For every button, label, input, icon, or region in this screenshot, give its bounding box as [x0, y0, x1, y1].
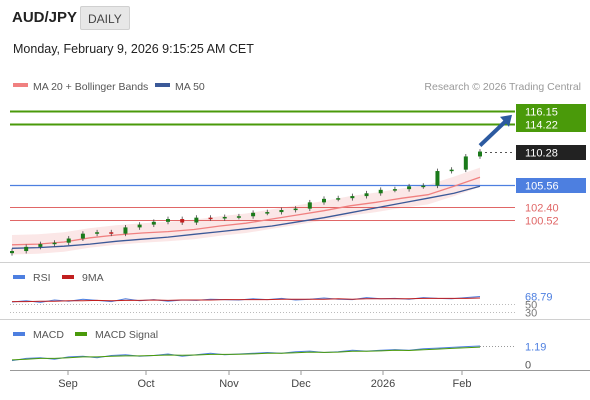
rsi-legend-label: RSI — [33, 272, 51, 284]
candle-body — [322, 198, 326, 203]
level-badge-0 — [516, 104, 586, 119]
candle-body — [180, 219, 185, 223]
candle-body — [38, 244, 43, 247]
candle-body — [52, 242, 57, 245]
candle-body — [66, 238, 71, 243]
candle-body — [364, 193, 369, 197]
x-axis: Sep Oct Nov Dec 2026 Feb — [58, 370, 471, 390]
rsi-level-label: 68.79 — [525, 292, 553, 304]
candle-body — [463, 156, 468, 170]
candle-body — [236, 216, 241, 218]
candle-body — [251, 212, 256, 217]
level-label-5: 100.52 — [525, 216, 559, 228]
x-tick-label: Dec — [291, 378, 311, 390]
macd-signal-legend-label: MACD Signal — [95, 329, 158, 341]
rsi-9ma-line — [12, 297, 481, 303]
rsi-9ma-legend-swatch — [62, 275, 74, 279]
x-tick-label: 2026 — [371, 378, 395, 390]
candle-body — [407, 186, 412, 190]
candle-body — [95, 232, 100, 234]
candle-body — [137, 224, 142, 228]
rsi-level-label: 50 — [525, 300, 537, 312]
symbol-title: AUD/JPY — [12, 9, 78, 26]
candle-body — [449, 169, 454, 172]
ma50-legend-label: MA 50 — [175, 81, 205, 93]
macd-legend-swatch — [13, 332, 25, 336]
candle-body — [166, 219, 170, 222]
level-label-2: 110.28 — [525, 148, 558, 160]
candle-body — [208, 217, 213, 220]
ma50-legend-swatch — [155, 83, 170, 87]
candle-body — [80, 233, 85, 239]
macd-line — [11, 345, 481, 362]
candle-body — [279, 210, 284, 213]
rsi-legend-swatch — [13, 275, 25, 279]
candle-body — [109, 232, 114, 234]
forecast-arrow — [478, 119, 508, 148]
candle-body — [24, 246, 29, 252]
macd-pane: 1.19 0 — [11, 342, 546, 372]
chart-header: AUD/JPY DAILY — [0, 0, 590, 34]
rsi-level-label: 30 — [525, 308, 537, 320]
macd-signal-line — [11, 346, 481, 361]
level-label-1: 114.22 — [525, 120, 558, 132]
timeframe-button[interactable]: DAILY — [80, 6, 130, 30]
level-badge-1 — [516, 117, 586, 132]
forecast-arrowhead — [500, 114, 512, 127]
macd-signal-legend-swatch — [75, 332, 87, 336]
level-label-4: 102.40 — [525, 203, 559, 215]
macd-legend-label: MACD — [33, 329, 64, 341]
level-badge-2 — [516, 145, 586, 160]
bollinger-band — [12, 167, 480, 255]
level-label-3: 105.56 — [525, 181, 559, 193]
x-tick-label: Sep — [58, 378, 78, 390]
candle-body — [265, 212, 270, 214]
rsi-9ma-legend-label: 9MA — [82, 272, 104, 284]
candle-body — [421, 185, 426, 188]
candle-body — [123, 227, 128, 234]
x-tick-label: Nov — [219, 378, 239, 390]
timestamp: Monday, February 9, 2026 9:15:25 AM CET — [13, 42, 254, 56]
ma20-legend-label: MA 20 + Bollinger Bands — [33, 81, 148, 93]
macd-level-label: 1.19 — [525, 342, 546, 354]
ma50-line — [11, 185, 481, 249]
candle-body — [151, 221, 156, 225]
ma20-line — [11, 176, 481, 246]
candle-body — [293, 208, 298, 211]
level-badge-3 — [516, 178, 586, 193]
candle-body — [222, 216, 227, 219]
candle-body — [350, 196, 355, 199]
ma20-legend-swatch — [13, 83, 28, 87]
level-label-0: 116.15 — [525, 107, 558, 119]
candle-body — [336, 198, 341, 200]
x-tick-label: Oct — [137, 378, 154, 390]
candle-body — [435, 171, 440, 186]
macd-level-label: 0 — [525, 360, 531, 372]
candle-body — [378, 189, 383, 194]
candle-body — [478, 151, 482, 157]
candle-body — [10, 251, 14, 254]
credit-text: Research © 2026 Trading Central — [424, 81, 581, 93]
candle-body — [194, 217, 199, 223]
candle-body — [392, 189, 397, 191]
x-tick-label: Feb — [453, 378, 472, 390]
candle-body — [307, 202, 312, 209]
